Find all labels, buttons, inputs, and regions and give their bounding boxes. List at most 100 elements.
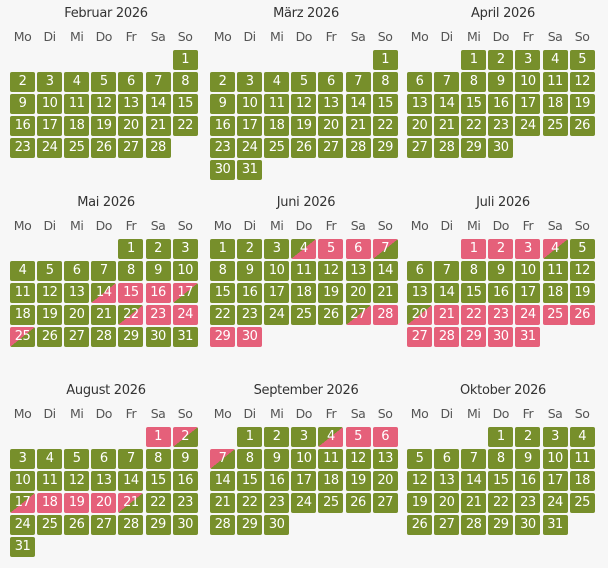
day-cell-free[interactable]: 9 xyxy=(237,261,263,281)
day-cell-departure[interactable]: 2 xyxy=(172,427,198,447)
day-cell-booked[interactable]: 28 xyxy=(372,305,398,325)
day-cell-free[interactable]: 11 xyxy=(542,261,568,281)
day-cell-free[interactable]: 4 xyxy=(264,72,290,92)
day-cell-free[interactable]: 7 xyxy=(91,261,117,281)
day-cell-booked[interactable]: 3 xyxy=(515,239,541,259)
day-cell-free[interactable]: 25 xyxy=(542,116,568,136)
day-cell-free[interactable]: 12 xyxy=(407,471,432,491)
day-cell-free[interactable]: 18 xyxy=(10,305,35,325)
day-cell-free[interactable]: 29 xyxy=(372,138,398,158)
day-cell-free[interactable]: 3 xyxy=(237,72,263,92)
day-cell-booked[interactable]: 6 xyxy=(372,427,398,447)
day-cell-booked[interactable]: 30 xyxy=(237,327,263,347)
day-cell-free[interactable]: 14 xyxy=(145,94,171,114)
day-cell-free[interactable]: 5 xyxy=(407,449,432,469)
day-cell-free[interactable]: 28 xyxy=(91,327,117,347)
day-cell-free[interactable]: 26 xyxy=(37,327,63,347)
day-cell-free[interactable]: 21 xyxy=(91,305,117,325)
day-cell-free[interactable]: 20 xyxy=(434,493,460,513)
day-cell-free[interactable]: 20 xyxy=(372,471,398,491)
day-cell-free[interactable]: 19 xyxy=(569,94,595,114)
day-cell-booked[interactable]: 5 xyxy=(318,239,344,259)
day-cell-free[interactable]: 11 xyxy=(10,283,35,303)
day-cell-free[interactable]: 29 xyxy=(145,515,171,535)
day-cell-free[interactable]: 31 xyxy=(172,327,198,347)
day-cell-free[interactable]: 8 xyxy=(210,261,235,281)
day-cell-free[interactable]: 22 xyxy=(372,116,398,136)
day-cell-free[interactable]: 18 xyxy=(542,94,568,114)
day-cell-free[interactable]: 13 xyxy=(118,94,144,114)
day-cell-free[interactable]: 18 xyxy=(569,471,595,491)
day-cell-free[interactable]: 17 xyxy=(291,471,317,491)
day-cell-free[interactable]: 23 xyxy=(488,116,514,136)
day-cell-booked[interactable]: 1 xyxy=(461,239,487,259)
day-cell-free[interactable]: 10 xyxy=(291,449,317,469)
day-cell-arrival[interactable]: 4 xyxy=(291,239,317,259)
day-cell-free[interactable]: 13 xyxy=(407,283,432,303)
day-cell-free[interactable]: 6 xyxy=(91,449,117,469)
day-cell-free[interactable]: 7 xyxy=(434,261,460,281)
day-cell-free[interactable]: 9 xyxy=(172,449,198,469)
day-cell-free[interactable]: 14 xyxy=(461,471,487,491)
day-cell-free[interactable]: 9 xyxy=(264,449,290,469)
day-cell-free[interactable]: 6 xyxy=(434,449,460,469)
day-cell-free[interactable]: 22 xyxy=(145,493,171,513)
day-cell-free[interactable]: 27 xyxy=(118,138,144,158)
day-cell-free[interactable]: 4 xyxy=(569,427,595,447)
day-cell-free[interactable]: 20 xyxy=(64,305,90,325)
day-cell-free[interactable]: 31 xyxy=(542,515,568,535)
day-cell-booked[interactable]: 30 xyxy=(488,327,514,347)
day-cell-free[interactable]: 18 xyxy=(318,471,344,491)
day-cell-free[interactable]: 2 xyxy=(210,72,235,92)
day-cell-free[interactable]: 13 xyxy=(345,261,371,281)
day-cell-free[interactable]: 3 xyxy=(37,72,63,92)
day-cell-free[interactable]: 7 xyxy=(434,72,460,92)
day-cell-free[interactable]: 30 xyxy=(264,515,290,535)
day-cell-free[interactable]: 17 xyxy=(515,283,541,303)
day-cell-free[interactable]: 28 xyxy=(461,515,487,535)
day-cell-free[interactable]: 3 xyxy=(291,427,317,447)
day-cell-free[interactable]: 31 xyxy=(10,537,35,557)
day-cell-booked[interactable]: 28 xyxy=(434,327,460,347)
day-cell-free[interactable]: 21 xyxy=(434,116,460,136)
day-cell-free[interactable]: 12 xyxy=(345,449,371,469)
day-cell-free[interactable]: 19 xyxy=(407,493,432,513)
day-cell-free[interactable]: 23 xyxy=(210,138,235,158)
day-cell-free[interactable]: 8 xyxy=(461,72,487,92)
day-cell-free[interactable]: 25 xyxy=(569,493,595,513)
day-cell-free[interactable]: 1 xyxy=(210,239,235,259)
day-cell-free[interactable]: 8 xyxy=(237,449,263,469)
day-cell-free[interactable]: 16 xyxy=(515,471,541,491)
day-cell-free[interactable]: 9 xyxy=(488,261,514,281)
day-cell-free[interactable]: 16 xyxy=(264,471,290,491)
day-cell-free[interactable]: 24 xyxy=(515,116,541,136)
day-cell-free[interactable]: 8 xyxy=(172,72,198,92)
day-cell-free[interactable]: 3 xyxy=(264,239,290,259)
day-cell-free[interactable]: 24 xyxy=(10,515,35,535)
day-cell-free[interactable]: 19 xyxy=(291,116,317,136)
day-cell-free[interactable]: 27 xyxy=(318,138,344,158)
day-cell-free[interactable]: 2 xyxy=(145,239,171,259)
day-cell-free[interactable]: 25 xyxy=(37,515,63,535)
day-cell-free[interactable]: 29 xyxy=(118,327,144,347)
day-cell-free[interactable]: 9 xyxy=(145,261,171,281)
day-cell-free[interactable]: 7 xyxy=(461,449,487,469)
day-cell-booked[interactable]: 2 xyxy=(488,239,514,259)
day-cell-booked[interactable]: 16 xyxy=(145,283,171,303)
day-cell-free[interactable]: 12 xyxy=(318,261,344,281)
day-cell-free[interactable]: 4 xyxy=(37,449,63,469)
day-cell-free[interactable]: 7 xyxy=(118,449,144,469)
day-cell-booked[interactable]: 6 xyxy=(345,239,371,259)
day-cell-free[interactable]: 18 xyxy=(542,283,568,303)
day-cell-free[interactable]: 21 xyxy=(210,493,235,513)
day-cell-arrival[interactable]: 4 xyxy=(318,427,344,447)
day-cell-free[interactable]: 2 xyxy=(237,239,263,259)
day-cell-free[interactable]: 11 xyxy=(37,471,63,491)
day-cell-free[interactable]: 15 xyxy=(372,94,398,114)
day-cell-free[interactable]: 9 xyxy=(515,449,541,469)
day-cell-free[interactable]: 12 xyxy=(64,471,90,491)
day-cell-free[interactable]: 13 xyxy=(372,449,398,469)
day-cell-free[interactable]: 21 xyxy=(145,116,171,136)
day-cell-free[interactable]: 28 xyxy=(434,138,460,158)
day-cell-free[interactable]: 1 xyxy=(172,50,198,70)
